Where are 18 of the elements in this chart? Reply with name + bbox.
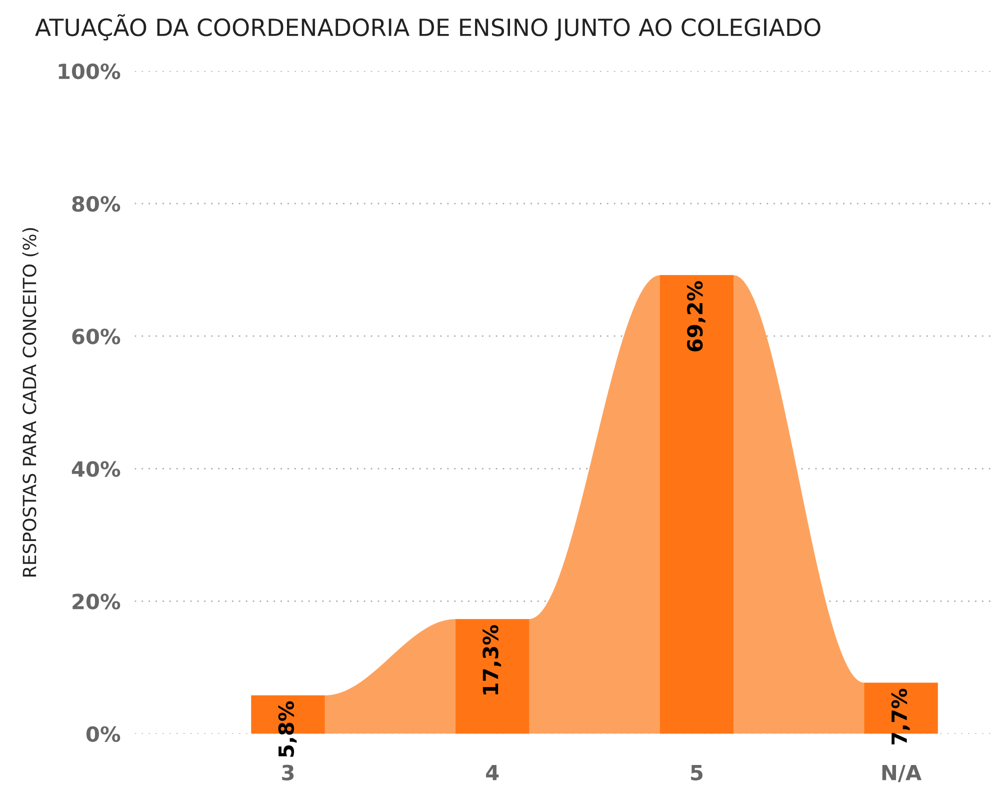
data-label: 7,7% bbox=[891, 688, 910, 744]
y-axis-title: RESPOSTAS PARA CADA CONCEITO (%) bbox=[22, 228, 38, 576]
y-tick-label: 100% bbox=[58, 63, 120, 80]
data-label: 5,8% bbox=[278, 701, 297, 757]
x-tick-label: 4 bbox=[486, 764, 499, 780]
data-label: 17,3% bbox=[482, 625, 502, 694]
bar bbox=[660, 275, 734, 734]
x-tick-label: 3 bbox=[282, 764, 294, 780]
y-tick-label: 40% bbox=[72, 461, 120, 477]
chart-title: ATUAÇÃO DA COORDENADORIA DE ENSINO JUNTO AO COLEGIADO bbox=[35, 14, 820, 41]
y-tick-label: 0% bbox=[86, 726, 120, 742]
y-tick-label: 20% bbox=[72, 594, 120, 610]
x-tick-label: 5 bbox=[691, 764, 702, 780]
bar bbox=[456, 619, 530, 734]
y-tick-label: 80% bbox=[72, 196, 120, 212]
data-label: 69,2% bbox=[686, 281, 706, 352]
y-tick-label: 60% bbox=[72, 328, 120, 344]
x-tick-label: N/A bbox=[882, 764, 922, 782]
